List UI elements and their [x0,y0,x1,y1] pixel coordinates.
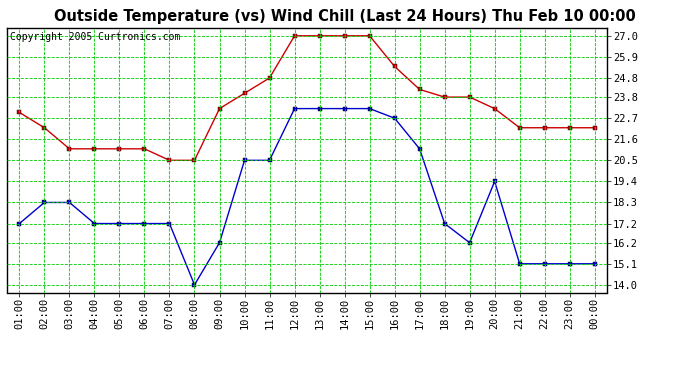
Text: Outside Temperature (vs) Wind Chill (Last 24 Hours) Thu Feb 10 00:00: Outside Temperature (vs) Wind Chill (Las… [54,9,636,24]
Text: Copyright 2005 Curtronics.com: Copyright 2005 Curtronics.com [10,32,180,42]
